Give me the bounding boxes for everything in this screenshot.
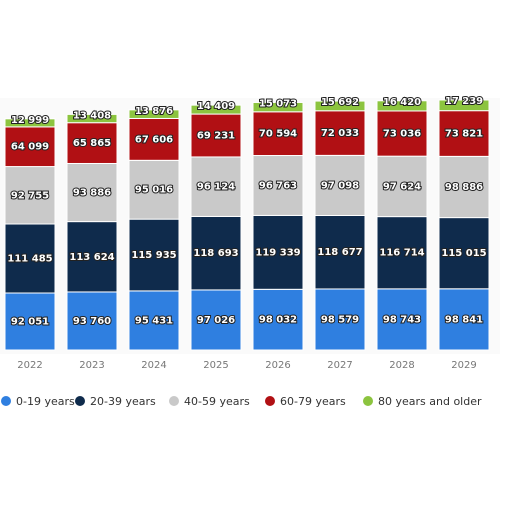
data-label: 67 606 — [135, 134, 173, 145]
data-label: 93 760 — [73, 316, 111, 327]
data-label: 97 624 — [383, 181, 421, 192]
data-label: 93 886 — [73, 188, 111, 199]
data-label: 12 999 — [11, 115, 49, 126]
bar-segment — [128, 159, 180, 220]
data-label: 113 624 — [69, 252, 114, 263]
data-label: 115 935 — [131, 250, 176, 261]
bar-segment — [190, 289, 242, 351]
data-label: 14 409 — [197, 101, 235, 112]
bar-segment — [438, 288, 490, 351]
bar-segment — [4, 118, 56, 128]
x-tick-label: 2022 — [17, 360, 42, 371]
data-label: 97 026 — [197, 315, 235, 326]
data-label: 96 124 — [197, 182, 235, 193]
data-label: 65 865 — [73, 138, 111, 149]
legend-label: 80 years and older — [378, 395, 482, 408]
data-label: 92 755 — [11, 190, 49, 201]
bar-segment — [128, 218, 180, 292]
legend-marker — [265, 396, 275, 406]
x-tick-label: 2024 — [141, 360, 166, 371]
x-tick-label: 2029 — [451, 360, 476, 371]
bar-segment — [314, 214, 366, 290]
data-label: 13 876 — [135, 106, 173, 117]
data-label: 118 693 — [193, 248, 238, 259]
data-label: 15 692 — [321, 97, 359, 108]
legend-marker — [75, 396, 85, 406]
bar-segment — [252, 155, 304, 216]
bar-segment — [376, 288, 428, 351]
data-label: 98 841 — [445, 314, 483, 325]
bar-segment — [438, 110, 490, 157]
bar-segment — [376, 216, 428, 290]
x-tick-label: 2023 — [79, 360, 104, 371]
data-label: 92 051 — [11, 317, 49, 328]
x-tick-label: 2025 — [203, 360, 228, 371]
data-label: 73 821 — [445, 129, 483, 140]
legend-marker — [1, 396, 11, 406]
data-label: 118 677 — [317, 247, 362, 258]
data-label: 13 408 — [73, 110, 111, 121]
data-label: 17 239 — [445, 96, 483, 107]
bar-segment — [314, 100, 366, 112]
data-label: 98 886 — [445, 182, 483, 193]
bar-segment — [314, 154, 366, 216]
bar-segment — [128, 109, 180, 119]
bar-segment — [4, 166, 56, 225]
data-label: 98 743 — [383, 314, 421, 325]
bar-segment — [4, 126, 56, 168]
data-label: 119 339 — [255, 247, 300, 258]
data-label: 97 098 — [321, 180, 359, 191]
data-label: 69 231 — [197, 131, 235, 142]
bar-segment — [376, 100, 428, 112]
x-tick-label: 2028 — [389, 360, 414, 371]
data-label: 95 431 — [135, 315, 173, 326]
legend-label: 60-79 years — [280, 395, 346, 408]
bar-segment — [66, 291, 118, 351]
data-label: 15 073 — [259, 98, 297, 109]
legend-label: 20-39 years — [90, 395, 156, 408]
bar-segment — [376, 155, 428, 218]
bar-segment — [252, 111, 304, 157]
bar-segment — [314, 110, 366, 156]
data-label: 16 420 — [383, 97, 421, 108]
x-tick-label: 2027 — [327, 360, 352, 371]
data-label: 115 015 — [441, 248, 486, 259]
bar-segment — [438, 99, 490, 112]
data-label: 116 714 — [379, 248, 424, 259]
bar-segment — [190, 104, 242, 115]
legend-label: 40-59 years — [184, 395, 250, 408]
data-label: 98 579 — [321, 314, 359, 325]
bar-segment — [252, 101, 304, 113]
data-label: 70 594 — [259, 129, 297, 140]
bar-segment — [4, 292, 56, 351]
bar-segment — [66, 221, 118, 293]
legend-marker — [169, 396, 179, 406]
bar-segment — [252, 214, 304, 290]
data-label: 64 099 — [11, 142, 49, 153]
legend-marker — [363, 396, 373, 406]
data-label: 96 763 — [259, 180, 297, 191]
bar-segment — [66, 162, 118, 223]
data-label: 72 033 — [321, 128, 359, 139]
bar-segment — [66, 113, 118, 124]
bar-segment — [128, 117, 180, 161]
data-label: 98 032 — [259, 315, 297, 326]
bar-segment — [314, 288, 366, 351]
data-label: 73 036 — [383, 129, 421, 140]
x-tick-label: 2026 — [265, 360, 290, 371]
data-label: 95 016 — [135, 185, 173, 196]
legend-label: 0-19 years — [16, 395, 75, 408]
bar-segment — [438, 217, 490, 290]
bar-segment — [252, 288, 304, 351]
data-label: 111 485 — [7, 253, 52, 264]
